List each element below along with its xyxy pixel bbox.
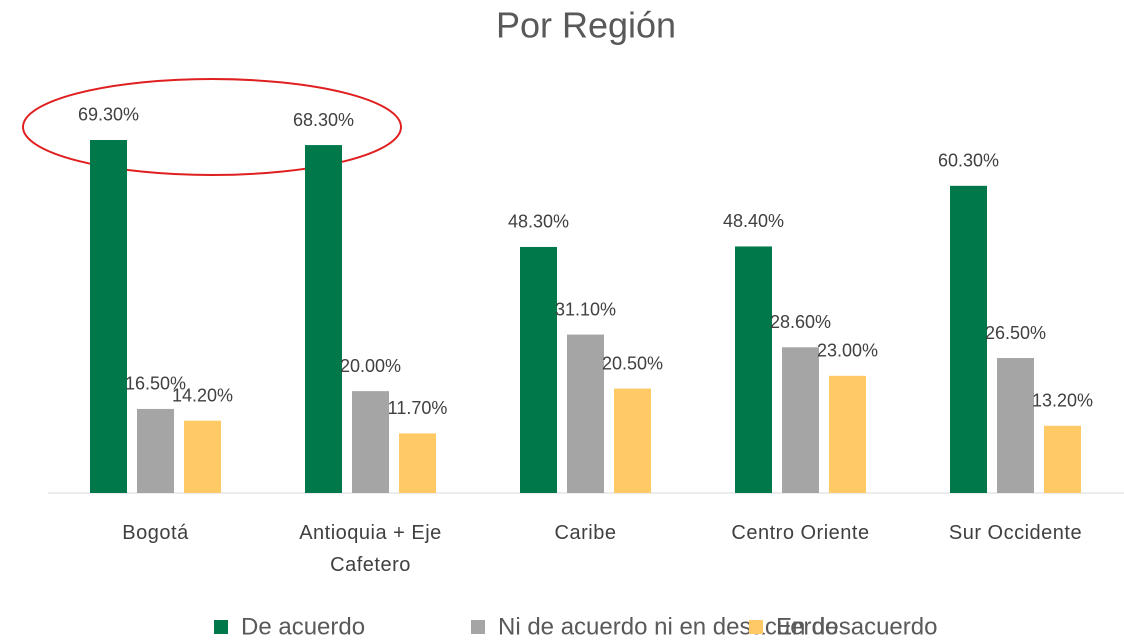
data-label: 14.20% — [172, 385, 233, 405]
bar — [399, 433, 436, 493]
legend-label: Ni de acuerdo ni en desacuerdo — [498, 613, 838, 640]
bar — [1044, 425, 1081, 493]
data-label: 23.00% — [817, 341, 878, 361]
bar — [305, 145, 342, 493]
bar — [950, 185, 987, 494]
legend-label: En desacuerdo — [776, 613, 937, 640]
data-label: 16.50% — [125, 374, 186, 394]
data-label: 69.30% — [78, 105, 139, 125]
x-tick-label: Antioquia + Eje Cafetero — [299, 522, 442, 576]
bar — [184, 420, 221, 493]
x-tick-label: Bogotá — [122, 522, 189, 544]
x-tick-label: Caribe — [554, 522, 617, 544]
bar — [90, 139, 127, 494]
chart-title: Por Región — [496, 5, 676, 46]
data-label: 31.10% — [555, 299, 616, 319]
data-label: 26.50% — [985, 323, 1046, 343]
legend-swatch — [214, 620, 228, 634]
bar — [735, 246, 772, 493]
bar — [782, 347, 819, 493]
data-label: 48.30% — [508, 212, 569, 232]
bar — [829, 375, 866, 493]
data-label: 11.70% — [388, 398, 448, 418]
bar — [614, 388, 651, 493]
bar — [997, 358, 1034, 493]
legend-label: De acuerdo — [241, 613, 365, 640]
legend-swatch — [749, 620, 763, 634]
bar — [520, 246, 557, 493]
data-label: 28.60% — [770, 312, 831, 332]
data-label: 48.40% — [723, 211, 784, 231]
data-label: 60.30% — [938, 151, 999, 171]
x-tick-label: Centro Oriente — [731, 522, 870, 544]
bar — [352, 391, 389, 493]
bar — [567, 334, 604, 493]
data-label: 68.30% — [293, 110, 354, 130]
data-label: 20.50% — [602, 353, 663, 373]
bar — [137, 408, 174, 493]
data-label: 20.00% — [340, 356, 401, 376]
legend-swatch — [471, 620, 485, 634]
data-label: 13.20% — [1032, 391, 1093, 411]
x-tick-label: Sur Occidente — [948, 522, 1083, 544]
highlight-ellipse — [22, 78, 402, 176]
